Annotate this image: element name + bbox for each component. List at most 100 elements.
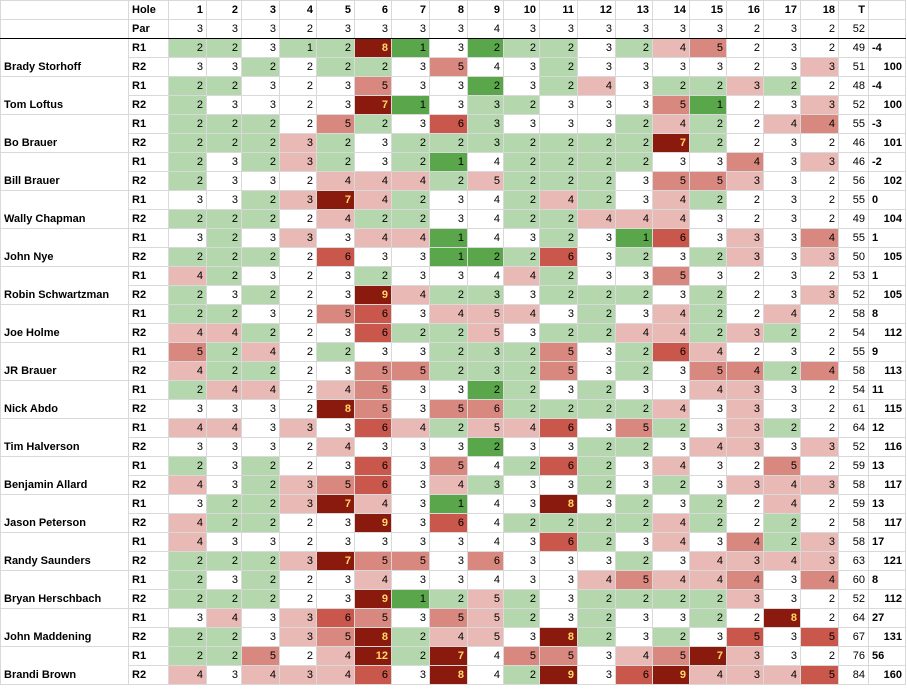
round-total: 50 (838, 247, 869, 267)
score-cell: 5 (467, 589, 504, 609)
score-cell: 2 (800, 380, 839, 400)
score-cell: 3 (429, 266, 468, 286)
score-cell: 2 (241, 361, 280, 381)
par-value: 2 (726, 19, 764, 39)
score-cell: 4 (726, 152, 764, 172)
score-cell: 5 (539, 342, 578, 362)
score-cell: 4 (467, 665, 504, 685)
score-cell: 6 (316, 608, 355, 628)
player-name-spacer (0, 570, 129, 590)
score-cell: 3 (168, 228, 207, 248)
score-cell: 2 (503, 399, 540, 419)
hole-number: 16 (726, 0, 764, 20)
score-cell: 7 (354, 95, 392, 115)
score-cell: 2 (689, 608, 727, 628)
round-total: 55 (838, 190, 869, 210)
score-cell: 5 (429, 456, 468, 476)
net-score: -4 (868, 38, 906, 58)
score-cell: 3 (503, 76, 540, 96)
score-cell: 2 (689, 513, 727, 533)
score-cell: 2 (241, 551, 280, 571)
score-cell: 3 (577, 418, 616, 438)
score-cell: 3 (467, 361, 504, 381)
score-cell: 4 (467, 190, 504, 210)
score-cell: 3 (279, 190, 317, 210)
score-cell: 2 (800, 304, 839, 324)
score-cell: 3 (800, 475, 839, 495)
score-cell: 3 (391, 342, 430, 362)
score-cell: 2 (279, 114, 317, 134)
score-cell: 3 (467, 95, 504, 115)
score-cell: 2 (467, 247, 504, 267)
score-cell: 3 (467, 475, 504, 495)
score-cell: 2 (316, 152, 355, 172)
score-cell: 3 (241, 418, 280, 438)
score-cell: 2 (539, 133, 578, 153)
player-round-row: Wally Chapman R2 2 2 2 2 4 2 2 3 4 2 2 4 4 4 3 2 3 2 49 104 (0, 209, 906, 229)
score-cell: 2 (279, 456, 317, 476)
player-round-row: R1 2 3 2 3 2 3 2 1 4 2 2 2 2 3 3 4 3 3 46 -2 (0, 152, 906, 172)
score-cell: 3 (763, 627, 801, 647)
score-cell: 4 (354, 171, 392, 191)
score-cell: 2 (615, 342, 653, 362)
score-cell: 2 (168, 627, 207, 647)
hole-number: 7 (391, 0, 430, 20)
score-cell: 4 (168, 475, 207, 495)
score-cell: 4 (689, 342, 727, 362)
total-label: T (838, 0, 869, 20)
score-cell: 3 (429, 570, 468, 590)
score-cell: 2 (206, 133, 242, 153)
score-cell: 3 (391, 247, 430, 267)
par-value: 3 (615, 19, 653, 39)
score-cell: 3 (652, 152, 690, 172)
score-cell: 3 (726, 247, 764, 267)
score-cell: 9 (539, 665, 578, 685)
player-name-spacer (0, 532, 129, 552)
score-cell: 3 (429, 38, 468, 58)
score-cell: 2 (763, 532, 801, 552)
score-cell: 2 (503, 513, 540, 533)
player-round-row: Jason Peterson R2 4 2 2 2 3 9 3 6 4 2 2 2 2 4 2 2 2 2 58 117 (0, 513, 906, 533)
score-cell: 2 (539, 38, 578, 58)
player-round-row: R1 2 3 2 2 3 4 3 3 4 3 3 4 5 4 4 4 3 4 60 8 (0, 570, 906, 590)
score-cell: 3 (726, 380, 764, 400)
score-cell: 3 (279, 608, 317, 628)
score-cell: 2 (577, 627, 616, 647)
score-cell: 2 (206, 247, 242, 267)
score-cell: 7 (316, 190, 355, 210)
score-cell: 2 (279, 513, 317, 533)
player-round-row: R1 3 3 2 3 7 4 2 3 4 2 4 2 3 4 2 2 3 2 55 0 (0, 190, 906, 210)
score-cell: 2 (539, 152, 578, 172)
score-cell: 5 (652, 266, 690, 286)
round-label: R1 (128, 114, 169, 134)
score-cell: 2 (206, 361, 242, 381)
score-cell: 2 (726, 304, 764, 324)
score-cell: 3 (763, 152, 801, 172)
round-label: R2 (128, 171, 169, 191)
cumulative-total: 112 (868, 323, 906, 343)
score-cell: 3 (652, 437, 690, 457)
round-total: 76 (838, 646, 869, 666)
score-cell: 3 (615, 475, 653, 495)
round-label: R2 (128, 513, 169, 533)
score-cell: 3 (689, 57, 727, 77)
score-cell: 2 (652, 76, 690, 96)
par-value: 3 (689, 19, 727, 39)
score-cell: 5 (467, 323, 504, 343)
score-cell: 2 (800, 494, 839, 514)
par-value: 3 (168, 19, 207, 39)
round-total: 55 (838, 114, 869, 134)
score-cell: 3 (763, 285, 801, 305)
score-cell: 3 (241, 228, 280, 248)
score-cell: 4 (467, 456, 504, 476)
score-cell: 3 (652, 247, 690, 267)
score-cell: 4 (763, 114, 801, 134)
score-cell: 3 (429, 209, 468, 229)
player-name: Wally Chapman (0, 209, 129, 229)
score-cell: 9 (652, 665, 690, 685)
score-cell: 3 (206, 532, 242, 552)
score-cell: 1 (391, 38, 430, 58)
score-cell: 4 (206, 418, 242, 438)
player-name-spacer (0, 494, 129, 514)
score-cell: 3 (354, 437, 392, 457)
